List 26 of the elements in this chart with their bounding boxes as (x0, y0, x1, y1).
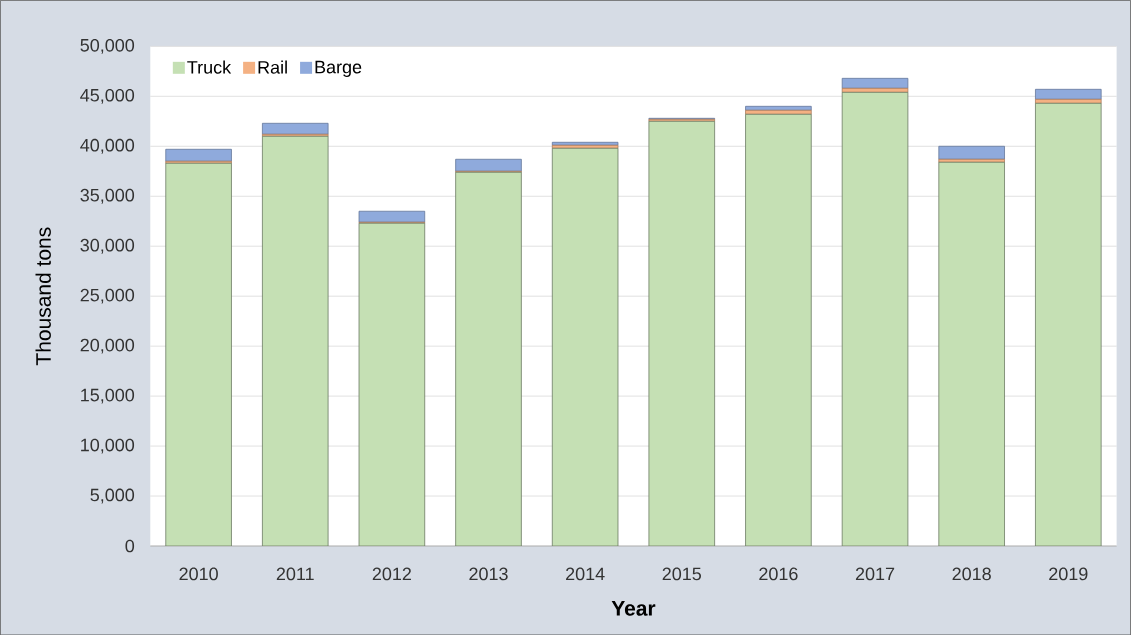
x-tick-label: 2011 (276, 567, 314, 581)
y-tick-label: 20,000 (80, 338, 135, 354)
y-tick-label: 30,000 (80, 238, 135, 254)
y-axis-title: Thousand tons (35, 227, 51, 365)
y-tick-label: 35,000 (80, 188, 135, 204)
x-axis-title: Year (611, 600, 656, 616)
legend-label: Truck (187, 60, 232, 74)
x-tick-label: 2019 (1049, 567, 1088, 581)
legend-label: Barge (315, 60, 362, 77)
y-tick-label: 15,000 (81, 388, 135, 404)
x-tick-label: 2013 (469, 567, 508, 581)
x-tick-label: 2012 (372, 567, 411, 581)
y-tick-label: 10,000 (81, 438, 135, 454)
y-tick-label: 40,000 (80, 138, 135, 154)
y-tick-label: 45,000 (80, 88, 135, 104)
x-tick-label: 2015 (662, 567, 702, 581)
y-tick-label: 0 (125, 539, 135, 553)
x-tick-label: 2014 (566, 567, 605, 581)
x-tick-label: 2010 (179, 567, 218, 581)
y-tick-label: 5,000 (90, 488, 135, 504)
x-tick-label: 2016 (759, 567, 798, 581)
x-tick-label: 2018 (952, 567, 991, 581)
legend-label: Rail (258, 60, 287, 74)
y-tick-label: 50,000 (80, 38, 135, 54)
y-tick-label: 25,000 (80, 288, 135, 304)
x-tick-label: 2017 (855, 567, 895, 581)
